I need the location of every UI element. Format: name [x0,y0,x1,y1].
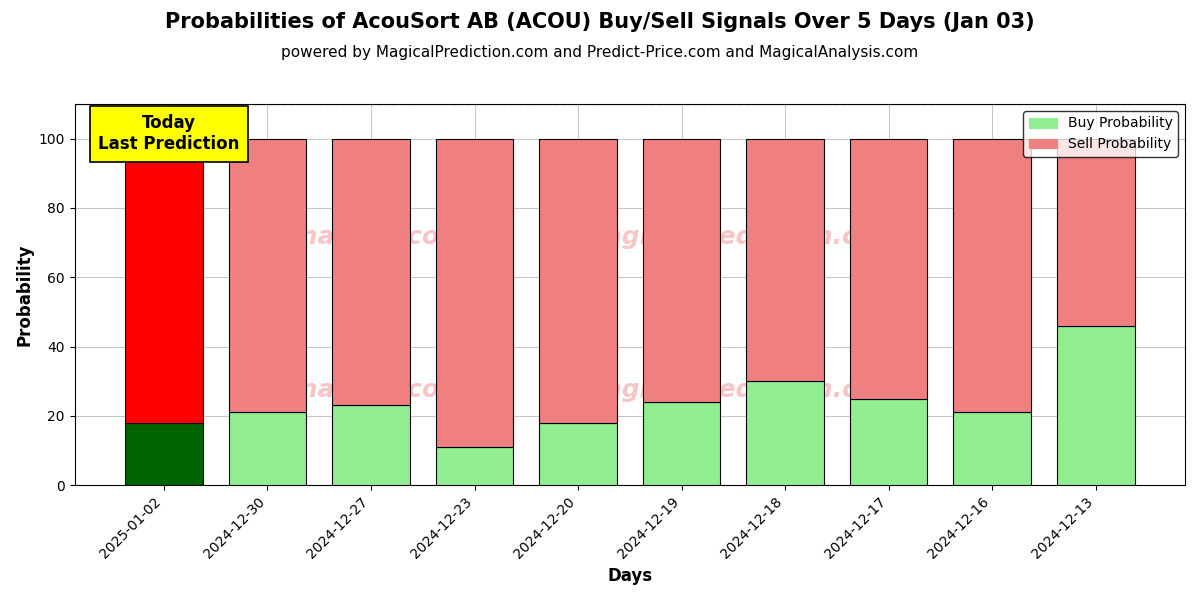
Bar [539,139,617,423]
X-axis label: Days: Days [607,567,653,585]
Text: calAnalysis.com: calAnalysis.com [240,378,464,402]
Bar [1057,139,1134,326]
Text: Today
Last Prediction: Today Last Prediction [98,115,240,153]
Bar [953,412,1031,485]
Text: calAnalysis.com: calAnalysis.com [240,226,464,250]
Bar [436,139,514,447]
Text: MagicalPrediction.com: MagicalPrediction.com [581,378,901,402]
Y-axis label: Probability: Probability [16,244,34,346]
Text: Probabilities of AcouSort AB (ACOU) Buy/Sell Signals Over 5 Days (Jan 03): Probabilities of AcouSort AB (ACOU) Buy/… [166,12,1034,32]
Bar [1057,326,1134,485]
Bar [539,423,617,485]
Bar [850,398,928,485]
Bar [850,139,928,398]
Text: powered by MagicalPrediction.com and Predict-Price.com and MagicalAnalysis.com: powered by MagicalPrediction.com and Pre… [281,45,919,60]
Bar [643,402,720,485]
Bar [332,139,410,406]
Text: MagicalPrediction.com: MagicalPrediction.com [581,226,901,250]
Bar [436,447,514,485]
Bar [125,423,203,485]
Bar [125,139,203,423]
Bar [746,381,824,485]
Bar [229,412,306,485]
Bar [643,139,720,402]
Bar [953,139,1031,412]
Legend: Buy Probability, Sell Probability: Buy Probability, Sell Probability [1024,111,1178,157]
Bar [746,139,824,381]
Bar [229,139,306,412]
Bar [332,406,410,485]
